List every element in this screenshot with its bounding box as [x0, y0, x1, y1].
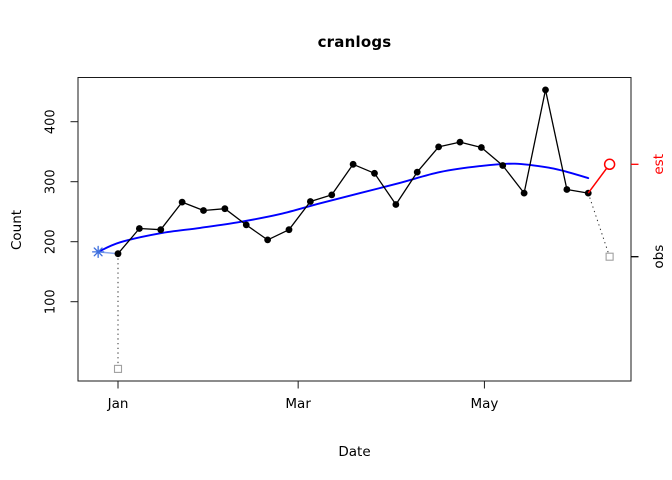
x-axis-ticks: Jan Mar May	[107, 381, 498, 412]
right-axis-labels: est obs	[631, 154, 667, 269]
start-asterisk-marker	[92, 245, 105, 259]
chart-title: cranlogs	[317, 33, 392, 51]
data-point	[392, 201, 400, 208]
series-observed-weekly-counts	[114, 86, 592, 258]
data-point	[200, 207, 207, 214]
x-axis-label: Date	[338, 444, 371, 460]
data-point	[306, 198, 314, 205]
y-axis-ticks: 100 200 300 400	[44, 109, 78, 314]
data-point	[477, 144, 485, 151]
trend-curve	[97, 162, 590, 253]
data-point	[178, 198, 186, 206]
y-tick-label: 100	[44, 289, 59, 314]
x-tick-label: Mar	[285, 396, 311, 412]
data-point	[499, 162, 507, 169]
right-axis-label-obs: obs	[651, 245, 667, 269]
series-estimate-segment	[587, 158, 616, 194]
y-axis-label: Count	[9, 209, 25, 251]
x-tick-label: May	[470, 396, 498, 412]
x-tick-label: Jan	[107, 396, 129, 412]
data-point	[328, 191, 336, 199]
data-point	[264, 236, 272, 244]
data-point	[520, 189, 528, 197]
data-point	[157, 226, 165, 234]
data-point	[285, 226, 293, 234]
data-point	[435, 143, 443, 151]
estimate-open-circle-marker	[603, 158, 616, 171]
data-point	[371, 169, 378, 177]
obs-open-square-marker	[113, 364, 123, 373]
right-axis-label-est: est	[651, 154, 667, 175]
series-obs-drop-start	[113, 253, 123, 373]
data-point	[242, 221, 250, 229]
series-obs-drop-end	[587, 192, 614, 261]
data-point	[349, 160, 357, 168]
series-smoothed-trend	[97, 162, 590, 253]
obs-open-square-marker	[605, 252, 614, 261]
y-tick-label: 400	[44, 109, 59, 134]
y-tick-label: 300	[44, 169, 59, 194]
plot-border	[77, 77, 632, 382]
data-point	[135, 225, 143, 232]
data-point	[221, 205, 229, 213]
data-point	[456, 138, 464, 146]
data-point	[114, 250, 122, 258]
data-point	[542, 86, 549, 94]
data-point	[413, 168, 421, 176]
y-tick-label: 200	[44, 229, 59, 254]
data-point	[563, 186, 571, 193]
